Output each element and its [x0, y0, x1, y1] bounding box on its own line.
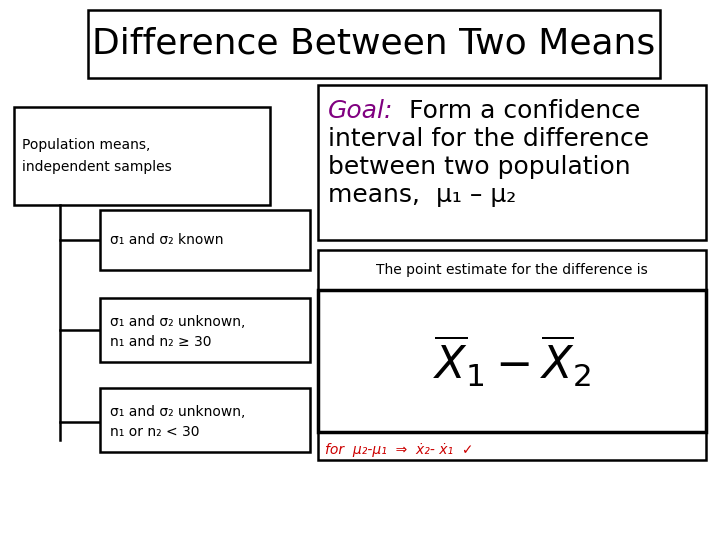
- Bar: [100, 210, 310, 270]
- Text: interval for the difference: interval for the difference: [328, 127, 649, 151]
- Text: Population means,: Population means,: [22, 138, 150, 152]
- Text: σ₁ and σ₂ unknown,: σ₁ and σ₂ unknown,: [110, 315, 246, 329]
- Bar: [14, 107, 270, 205]
- Bar: [88, 10, 660, 78]
- Text: σ₁ and σ₂ known: σ₁ and σ₂ known: [110, 233, 223, 247]
- Text: independent samples: independent samples: [22, 160, 172, 174]
- Text: n₁ or n₂ < 30: n₁ or n₂ < 30: [110, 425, 199, 439]
- Text: n₁ and n₂ ≥ 30: n₁ and n₂ ≥ 30: [110, 335, 212, 349]
- Bar: [318, 250, 706, 460]
- Text: Difference Between Two Means: Difference Between Two Means: [92, 27, 656, 61]
- Bar: [100, 298, 310, 362]
- Text: between two population: between two population: [328, 155, 631, 179]
- Text: for  μ₂-μ₁  ⇒  ẋ₂- ẋ₁  ✓: for μ₂-μ₁ ⇒ ẋ₂- ẋ₁ ✓: [325, 443, 474, 457]
- Text: $\overline{X}_1 - \overline{X}_2$: $\overline{X}_1 - \overline{X}_2$: [433, 333, 591, 389]
- Bar: [318, 85, 706, 240]
- Bar: [100, 388, 310, 452]
- Text: Form a confidence: Form a confidence: [393, 99, 640, 123]
- Bar: [318, 290, 706, 432]
- Text: σ₁ and σ₂ unknown,: σ₁ and σ₂ unknown,: [110, 405, 246, 419]
- Text: The point estimate for the difference is: The point estimate for the difference is: [376, 263, 648, 277]
- Text: means,  μ₁ – μ₂: means, μ₁ – μ₂: [328, 183, 516, 207]
- Text: Goal:: Goal:: [328, 99, 393, 123]
